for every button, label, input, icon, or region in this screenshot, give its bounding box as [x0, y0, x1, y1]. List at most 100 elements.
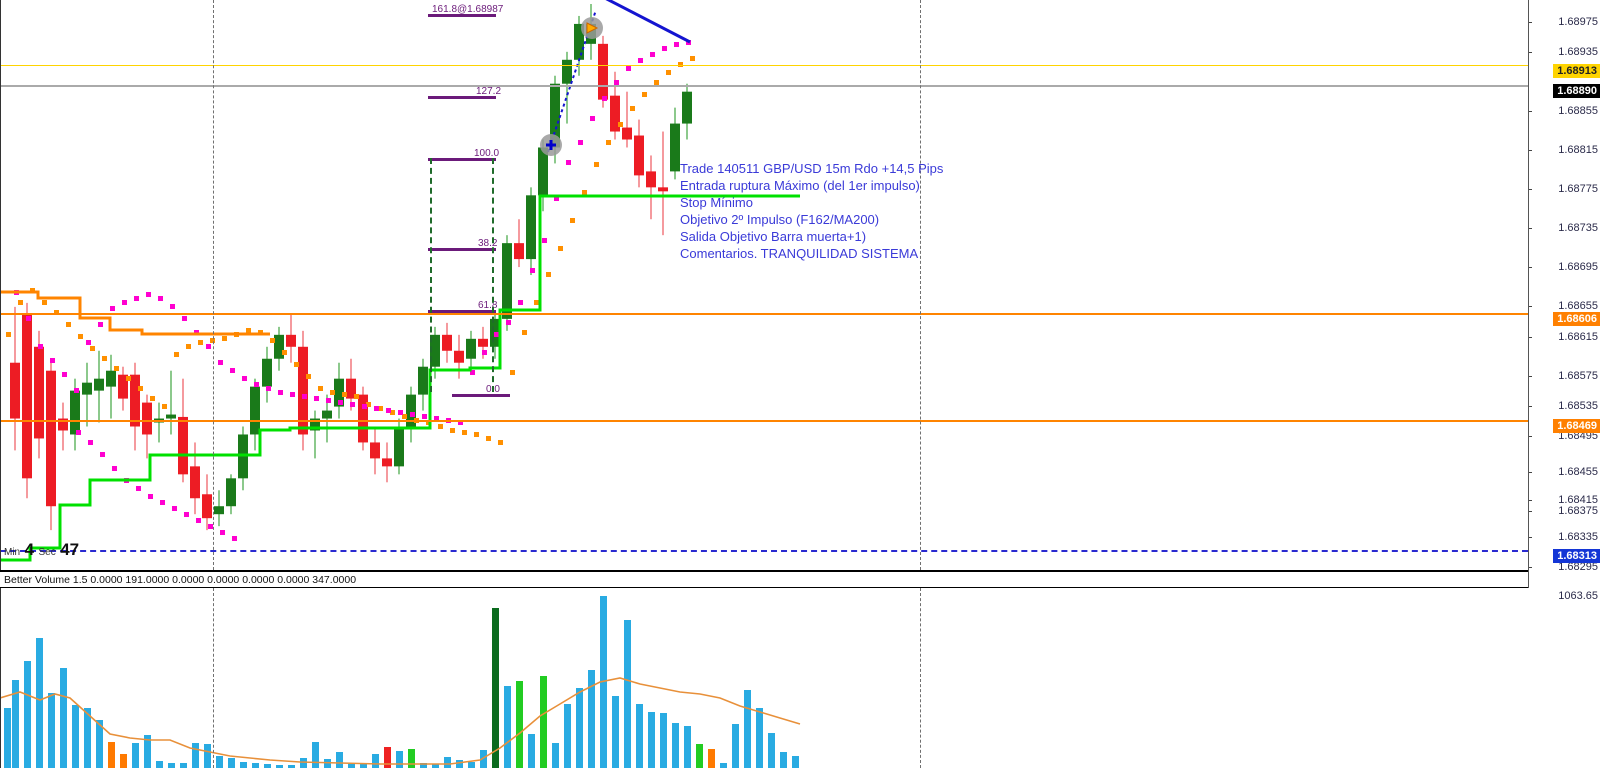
volume-moving-average-line: [0, 677, 801, 765]
volume-bar-53: [636, 704, 643, 768]
sar-dot-23: [282, 350, 287, 355]
magenta-dot-44: [542, 238, 547, 243]
price-highlight-1.68606[interactable]: 1.68606: [1553, 312, 1600, 326]
sar-dot-43: [522, 330, 527, 335]
candle-body-4: [58, 418, 68, 431]
annotation-line-4: Objetivo 2º Impulso (F162/MA200): [680, 212, 880, 227]
entry-cross-icon: [546, 140, 556, 150]
sar-dot-36: [438, 424, 443, 429]
candle-body-50: [610, 95, 620, 132]
sar-dot-47: [570, 218, 575, 223]
orange-step-line: [0, 290, 270, 336]
candle-body-21: [262, 358, 272, 387]
magenta-dot-32: [398, 410, 403, 415]
volume-bar-32: [384, 747, 391, 768]
annotation-line-2: Entrada ruptura Máximo (del 1er impulso): [680, 178, 920, 193]
candle-body-37: [454, 350, 464, 363]
volume-chart-svg: [0, 596, 801, 768]
magenta-dot-25: [314, 396, 319, 401]
volume-bar-63: [756, 708, 763, 768]
magenta-dot-35: [434, 416, 439, 421]
candle-body-26: [322, 410, 332, 419]
candle-body-28: [346, 378, 356, 399]
magenta-dot-53: [650, 52, 655, 57]
indicator-header-rule: [0, 587, 1528, 588]
candle-body-44: [538, 147, 548, 196]
price-tick-4: [1528, 189, 1532, 190]
volume-bar-27: [324, 759, 331, 768]
candle-body-23: [286, 334, 296, 347]
price-label-1.68375: 1.68375: [1558, 505, 1598, 517]
magenta-dot-68: [208, 524, 213, 529]
sar-dot-13: [162, 404, 167, 409]
price-tick-12: [1528, 472, 1532, 473]
volume-bar-21: [252, 763, 259, 768]
price-label-1.68975: 1.68975: [1558, 16, 1598, 28]
magenta-dot-14: [182, 316, 187, 321]
timer-min-value: 4: [24, 540, 35, 559]
sar-dot-40: [486, 436, 491, 441]
volume-bar-64: [768, 733, 775, 768]
sar-dot-3: [42, 300, 47, 305]
fib-level-label-127.2: 127.2: [476, 86, 502, 97]
sar-dot-9: [114, 366, 119, 371]
magenta-dot-50: [614, 80, 619, 85]
magenta-dot-46: [566, 160, 571, 165]
volume-scale-max: 1063.65: [1558, 590, 1598, 602]
price-tick-5: [1528, 228, 1532, 229]
price-highlight-1.68913[interactable]: 1.68913: [1553, 64, 1600, 78]
magenta-dot-43: [530, 268, 535, 273]
fib-level-label-61.8: 61.8: [478, 300, 498, 311]
volume-bar-42: [504, 686, 511, 768]
price-label-1.68495: 1.68495: [1558, 430, 1598, 442]
sar-dot-49: [594, 162, 599, 167]
volume-bar-6: [72, 705, 79, 768]
candle-body-0: [10, 362, 20, 419]
sar-dot-1: [18, 300, 23, 305]
volume-bar-11: [132, 743, 139, 768]
blue-trendline: [605, 0, 691, 44]
volume-bar-40: [480, 750, 487, 768]
magenta-dot-57: [76, 430, 81, 435]
price-chart-panel[interactable]: 161.8@1.68987 127.2 100.0 38.2 61.8 0.0 Trade…: [0, 0, 1528, 570]
sar-dot-45: [546, 272, 551, 277]
bar-countdown-timer: Min 4 Sec 47: [4, 540, 79, 560]
candle-body-42: [514, 243, 524, 260]
volume-bar-43: [516, 681, 523, 768]
sar-dot-46: [558, 246, 563, 251]
candle-body-49: [598, 43, 608, 100]
blue-impulse-line: [547, 9, 597, 153]
price-highlight-1.68469[interactable]: 1.68469: [1553, 419, 1600, 433]
candle-body-8: [106, 370, 116, 387]
magenta-dot-37: [458, 420, 463, 425]
volume-bar-55: [660, 713, 667, 768]
annotation-line-3: Stop Mínimo: [680, 195, 753, 210]
candle-body-33: [406, 394, 416, 427]
candle-body-45: [550, 83, 560, 148]
magenta-dot-58: [88, 440, 93, 445]
magenta-dot-33: [410, 412, 415, 417]
volume-axis: 1063.65: [1528, 588, 1600, 768]
magenta-dot-20: [254, 382, 259, 387]
candle-body-47: [574, 23, 584, 60]
candle-body-29: [358, 394, 368, 443]
candle-body-36: [442, 334, 452, 351]
magenta-dot-63: [148, 494, 153, 499]
fib-vertical-guide-2: [492, 158, 494, 392]
volume-bar-2: [24, 661, 31, 768]
sar-dot-26: [318, 386, 323, 391]
candle-body-52: [634, 135, 644, 176]
volume-indicator-panel[interactable]: [0, 588, 1528, 768]
candle-body-22: [274, 334, 284, 359]
blue-dashed-level-line: [0, 550, 1528, 552]
price-axis[interactable]: 1.68975 1.68935 1.68855 1.68815 1.68775 1.687…: [1528, 0, 1600, 570]
price-highlight-1.68313[interactable]: 1.68313: [1553, 549, 1600, 563]
price-tick-11: [1528, 436, 1532, 437]
price-highlight-1.68890[interactable]: 1.68890: [1553, 84, 1600, 98]
volume-bar-5: [60, 668, 67, 768]
annotation-line-6: Comentarios. TRANQUILIDAD SISTEMA: [680, 246, 919, 261]
candle-body-54: [658, 187, 668, 192]
magenta-dot-23: [290, 392, 295, 397]
timer-sec-value: 47: [60, 540, 80, 559]
